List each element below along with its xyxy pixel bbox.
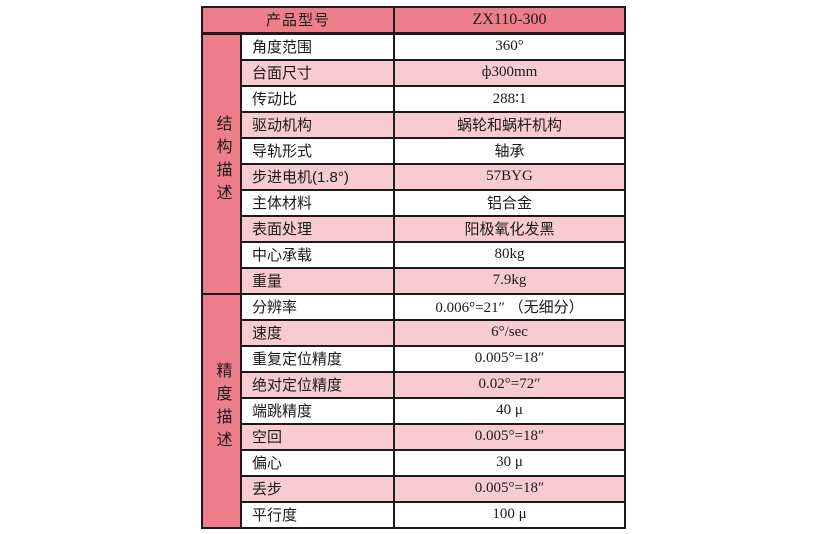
spec-value: 阳极氧化发黑 [393,214,627,243]
spec-row-precision-3: 绝对定位精度 0.02°=72″ [202,370,627,399]
spec-row-structure-5: 步进电机(1.8°) 57BYG [202,162,627,191]
spec-value: 0.005°=18″ [393,344,627,373]
spec-row-precision-8: 平行度 100 μ [202,500,627,530]
spec-value: 轴承 [393,136,627,165]
spec-attribute: 空回 [239,422,396,451]
spec-attribute: 重量 [239,266,396,295]
spec-value: 0.02°=72″ [393,370,627,399]
spec-attribute: 速度 [239,318,396,347]
spec-attribute: 角度范围 [239,32,396,61]
spec-attribute: 导轨形式 [239,136,396,165]
section-label-structure: 结构描述 [201,32,242,295]
spec-attribute: 步进电机(1.8°) [239,162,396,191]
spec-value: 0.005°=18″ [393,474,627,503]
product-model-label: 产品型号 [200,6,396,35]
spec-value: ф300mm [393,58,627,87]
spec-attribute: 丢步 [239,474,396,503]
spec-value: 57BYG [393,162,627,191]
spec-attribute: 端跳精度 [239,396,396,425]
spec-value: 288∶1 [393,84,627,113]
spec-attribute: 分辨率 [239,292,396,321]
section-label-text: 精度描述 [213,362,231,455]
spec-attribute: 绝对定位精度 [239,370,396,399]
spec-row-structure-3: 驱动机构 蜗轮和蜗杆机构 [202,110,627,139]
spec-row-precision-1: 速度 6°/sec [202,318,627,347]
section-label-text: 结构描述 [213,115,231,208]
spec-row-structure-8: 中心承载 80kg [202,240,627,269]
product-spec-table: 产品型号 ZX110-300 结构描述 角度范围 360° 台面尺寸 ф300mm 传动比… [200,6,627,530]
spec-value: 30 μ [393,448,627,477]
spec-attribute: 传动比 [239,84,396,113]
spec-row-structure-0: 结构描述 角度范围 360° [201,32,627,295]
spec-value: 蜗轮和蜗杆机构 [393,110,627,139]
spec-value: 360° [393,32,627,61]
spec-row-structure-9: 重量 7.9kg [202,266,627,295]
spec-row-structure-4: 导轨形式 轴承 [202,136,627,165]
table-header-row: 产品型号 ZX110-300 [200,6,627,35]
spec-value: 铝合金 [393,188,627,217]
spec-value: 7.9kg [393,266,627,295]
spec-row-precision-7: 丢步 0.005°=18″ [202,474,627,503]
spec-attribute: 台面尺寸 [239,58,396,87]
spec-row-precision-2: 重复定位精度 0.005°=18″ [202,344,627,373]
spec-attribute: 重复定位精度 [239,344,396,373]
spec-value: 0.006°=21″ （无细分） [393,292,627,321]
spec-row-structure-7: 表面处理 阳极氧化发黑 [202,214,627,243]
spec-attribute: 中心承载 [239,240,396,269]
spec-attribute: 驱动机构 [239,110,396,139]
spec-value: 6°/sec [393,318,627,347]
spec-value: 0.005°=18″ [393,422,627,451]
spec-value: 80kg [393,240,627,269]
spec-value: 100 μ [393,500,627,530]
spec-row-precision-4: 端跳精度 40 μ [202,396,627,425]
spec-value: 40 μ [393,396,627,425]
spec-row-precision-0: 精度描述 分辨率 0.006°=21″ （无细分） [201,292,627,530]
spec-attribute: 表面处理 [239,214,396,243]
spec-row-structure-6: 主体材料 铝合金 [202,188,627,217]
spec-row-structure-2: 传动比 288∶1 [202,84,627,113]
spec-row-precision-5: 空回 0.005°=18″ [202,422,627,451]
section-label-precision: 精度描述 [201,292,242,530]
spec-attribute: 偏心 [239,448,396,477]
product-model-value: ZX110-300 [393,6,627,35]
spec-row-precision-6: 偏心 30 μ [202,448,627,477]
spec-row-structure-1: 台面尺寸 ф300mm [202,58,627,87]
product-spec-table-container: 产品型号 ZX110-300 结构描述 角度范围 360° 台面尺寸 ф300mm 传动比… [200,6,627,530]
spec-attribute: 平行度 [239,500,396,530]
spec-attribute: 主体材料 [239,188,396,217]
